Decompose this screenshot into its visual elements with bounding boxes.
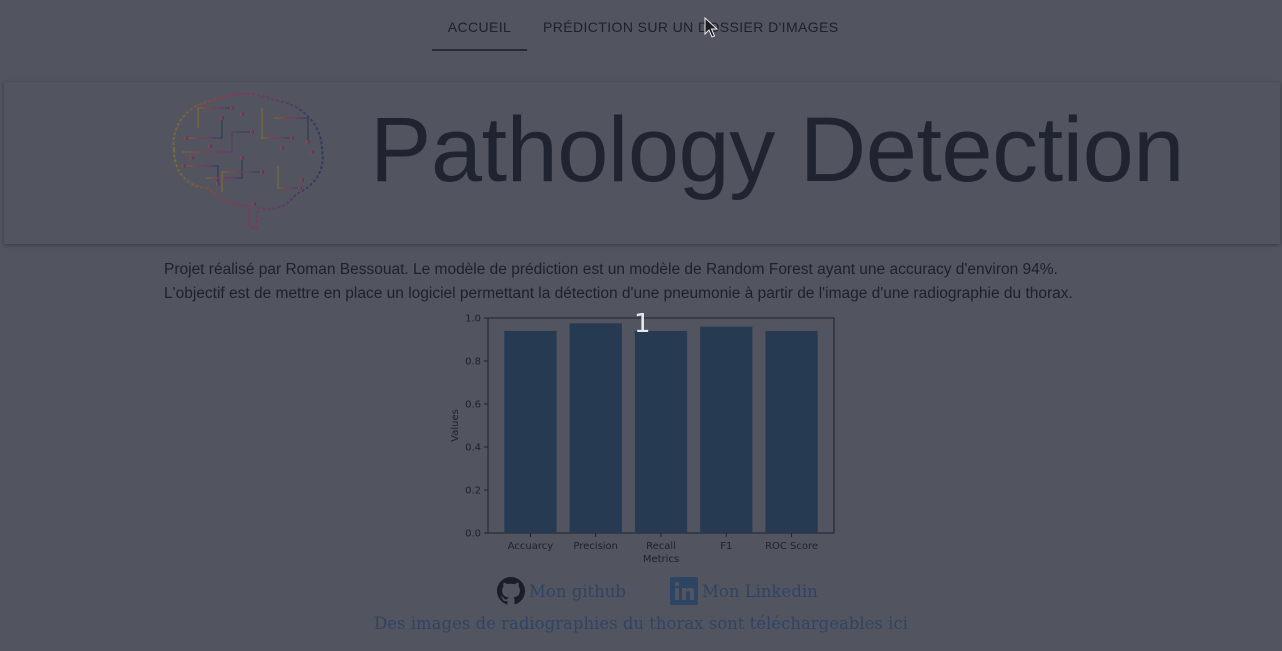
github-link[interactable]: Mon github [497, 576, 626, 606]
y-tick-label: 1.0 [465, 314, 481, 325]
description-line-2: L'objectif est de mettre en place un log… [164, 285, 1073, 302]
x-tick-label: Recall [646, 541, 676, 552]
bar-roc-score [765, 330, 818, 533]
y-tick-label: 0.2 [465, 486, 481, 497]
y-tick-label: 0.6 [465, 400, 481, 411]
social-links: Mon github Mon Linkedin [0, 576, 1282, 608]
circuit-brain-icon [172, 93, 324, 229]
top-tabs: Accueil Prédiction sur un dossier d'imag… [0, 0, 1282, 52]
x-tick-label: Precision [573, 541, 618, 552]
x-tick-label: Accuarcy [508, 541, 554, 552]
y-tick-label: 0.8 [465, 357, 481, 368]
linkedin-icon [670, 577, 698, 605]
github-link-label: Mon github [529, 581, 626, 601]
tab-prediction-dossier[interactable]: Prédiction sur un dossier d'images [543, 19, 839, 35]
description-line-1: Projet réalisé par Roman Bessouat. Le mo… [164, 261, 1058, 278]
y-tick-label: 0.4 [465, 443, 481, 454]
linkedin-link-label: Mon Linkedin [702, 581, 818, 601]
active-tab-indicator [432, 49, 527, 51]
metrics-bar-chart: 0.0 0.2 0.4 0.6 0.8 1.0 Accuarcy Precision Reca… [450, 314, 835, 565]
page-title: Pathology Detection [370, 99, 1184, 201]
y-axis-label: Values [450, 409, 461, 442]
download-images-link[interactable]: Des images de radiographies du thorax so… [374, 614, 908, 633]
bar-f1 [700, 326, 753, 533]
bar-accuarcy [504, 330, 557, 533]
x-tick-label: F1 [720, 541, 732, 552]
mouse-cursor-icon [704, 17, 718, 38]
x-tick-label: ROC Score [765, 541, 818, 552]
github-icon [497, 577, 525, 605]
counter-label: 1 [634, 309, 651, 339]
header-banner: Pathology Detection [4, 82, 1280, 244]
x-axis-label: Metrics [643, 554, 679, 565]
bar-precision [569, 323, 622, 533]
y-tick-label: 0.0 [465, 529, 481, 540]
project-description: Projet réalisé par Roman Bessouat. Le mo… [164, 258, 1073, 306]
tab-accueil[interactable]: Accueil [447, 19, 512, 35]
bar-recall [634, 330, 688, 533]
linkedin-link[interactable]: Mon Linkedin [670, 576, 818, 606]
